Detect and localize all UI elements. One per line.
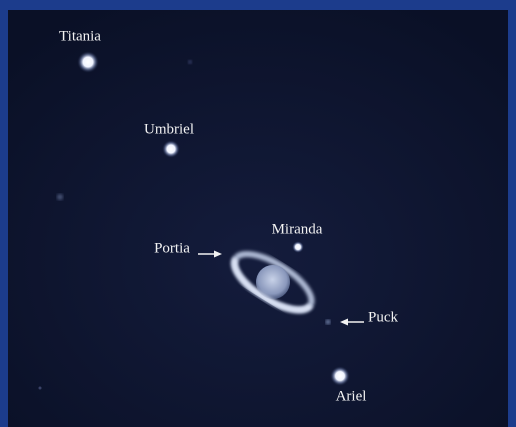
moon-puck [326,320,331,325]
moon-umbriel [162,140,180,158]
label: Miranda [272,221,323,237]
moon-miranda [292,241,304,253]
label: Puck [368,309,399,325]
photo: Titania Umbriel Miranda Portia Puck Arie… [0,0,516,427]
label: Umbriel [144,121,194,137]
sky [8,10,508,427]
moon-ariel [330,366,350,386]
label: Titania [59,28,101,44]
faint-star [188,60,192,64]
moon-titania [77,51,99,73]
label: Ariel [336,388,367,404]
label: Portia [154,240,190,256]
faint-star [39,387,42,390]
faint-star [57,194,63,200]
